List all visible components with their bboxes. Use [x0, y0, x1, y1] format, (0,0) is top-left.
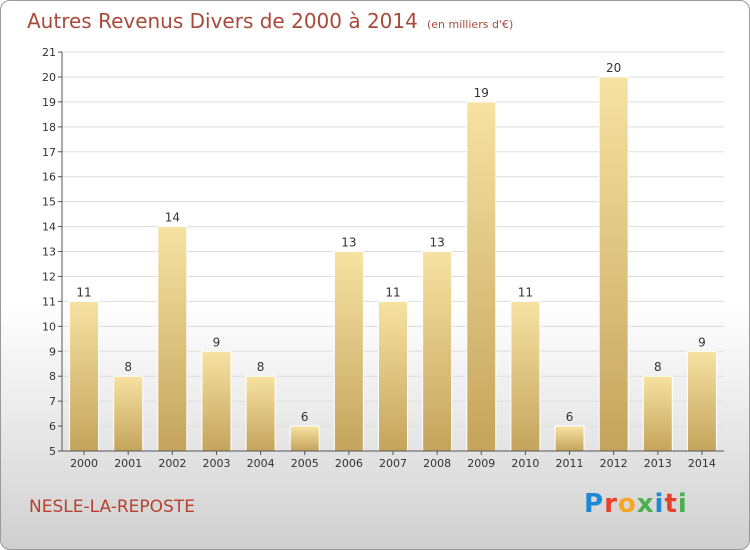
data-label-2007: 11 [385, 285, 400, 299]
bar-2012 [598, 76, 629, 452]
x-tick-label-2007: 2007 [379, 457, 407, 470]
y-tick-labels: 5 6 7 8 9 10 11 12 13 14 15 16 17 18 19 20 21 [42, 46, 56, 458]
axes [58, 51, 724, 455]
logo-letter: P [584, 489, 605, 519]
y-tick-label-19: 19 [42, 96, 56, 109]
bar-2004 [245, 375, 276, 452]
y-tick-label-11: 11 [42, 295, 56, 308]
commune-name: NESLE-LA-REPOSTE [29, 497, 195, 517]
data-label-2001: 8 [124, 360, 132, 374]
data-label-2004: 8 [257, 360, 265, 374]
y-tick-label-14: 14 [42, 221, 56, 234]
x-tick-label-2001: 2001 [114, 457, 142, 470]
data-labels: 11 8 14 9 8 6 13 11 13 19 11 6 20 8 9 [76, 61, 705, 424]
bar-2010 [510, 300, 541, 452]
y-tick-label-13: 13 [42, 246, 56, 259]
bar-2007 [378, 300, 408, 452]
bar-2009 [466, 101, 497, 452]
bar-2011 [554, 425, 585, 452]
logo-letter: r [604, 489, 618, 519]
data-label-2000: 11 [76, 285, 91, 299]
data-label-2009: 19 [474, 86, 489, 100]
x-tick-label-2008: 2008 [423, 457, 451, 470]
x-tick-label-2000: 2000 [70, 457, 98, 470]
y-tick-label-20: 20 [42, 71, 56, 84]
bar-2003 [201, 350, 232, 452]
x-tick-label-2014: 2014 [688, 457, 716, 470]
y-tick-label-8: 8 [49, 370, 56, 383]
y-tick-label-5: 5 [49, 445, 56, 458]
logo-letter: i [654, 489, 665, 519]
bar-2002 [157, 226, 188, 452]
data-label-2005: 6 [301, 410, 309, 424]
bars-group [69, 76, 717, 452]
x-tick-label-2004: 2004 [247, 457, 275, 470]
data-label-2003: 9 [213, 335, 221, 349]
bar-2014 [686, 350, 717, 452]
data-label-2012: 20 [606, 61, 621, 75]
data-label-2011: 6 [566, 410, 574, 424]
y-tick-label-9: 9 [49, 345, 56, 358]
y-tick-label-6: 6 [49, 420, 56, 433]
logo-letter: x [636, 489, 655, 519]
y-tick-label-21: 21 [42, 46, 56, 59]
chart-title: Autres Revenus Divers de 2000 à 2014 (en… [27, 9, 513, 33]
x-tick-label-2003: 2003 [202, 457, 230, 470]
data-label-2010: 11 [518, 285, 533, 299]
y-tick-label-15: 15 [42, 196, 56, 209]
logo-letter: o [617, 489, 637, 519]
data-label-2013: 8 [654, 360, 662, 374]
x-tick-label-2006: 2006 [335, 457, 363, 470]
x-tick-label-2011: 2011 [556, 457, 584, 470]
data-label-2002: 14 [165, 211, 180, 225]
bar-2008 [422, 251, 453, 452]
x-tick-label-2012: 2012 [600, 457, 628, 470]
data-label-2014: 9 [698, 335, 706, 349]
y-tick-label-16: 16 [42, 171, 56, 184]
bar-2005 [289, 425, 320, 452]
bar-2013 [642, 375, 673, 452]
x-tick-label-2002: 2002 [158, 457, 186, 470]
bar-2006 [333, 251, 364, 452]
proxiti-logo: Proxiti [584, 489, 688, 519]
x-tick-label-2005: 2005 [291, 457, 319, 470]
y-tick-label-10: 10 [42, 320, 56, 333]
title-text: Autres Revenus Divers de 2000 à 2014 [27, 9, 418, 33]
y-tick-label-18: 18 [42, 121, 56, 134]
bar-2000 [69, 300, 100, 452]
x-tick-labels: 2000 2001 2002 2003 2004 2005 2006 2007 2008 2009… [70, 457, 716, 470]
bar-2001 [113, 375, 144, 452]
data-label-2008: 13 [429, 236, 444, 250]
logo-letter: t [664, 489, 678, 519]
y-tick-label-17: 17 [42, 146, 56, 159]
unit-text: (en milliers d'€) [426, 18, 514, 31]
data-label-2006: 13 [341, 236, 356, 250]
x-tick-label-2009: 2009 [467, 457, 495, 470]
x-tick-label-2013: 2013 [644, 457, 672, 470]
logo-letter: i [677, 489, 688, 519]
x-tick-label-2010: 2010 [511, 457, 539, 470]
y-tick-label-12: 12 [42, 270, 56, 283]
y-tick-label-7: 7 [49, 395, 56, 408]
